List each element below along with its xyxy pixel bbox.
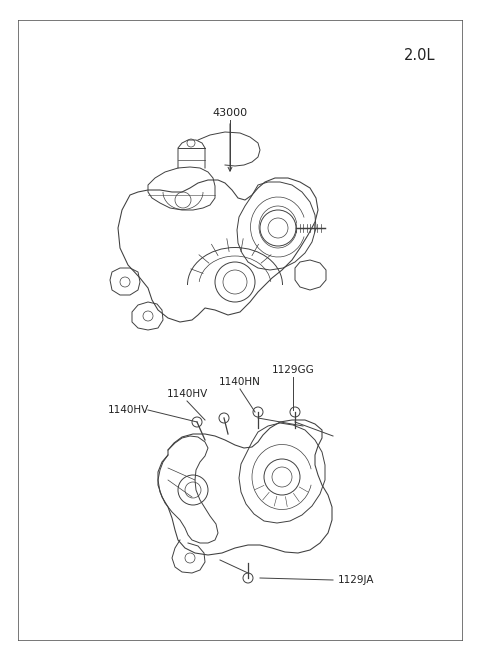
- Text: 1140HN: 1140HN: [219, 377, 261, 387]
- Text: 43000: 43000: [213, 108, 248, 118]
- Text: 2.0L: 2.0L: [404, 48, 436, 62]
- Text: 1140HV: 1140HV: [108, 405, 149, 415]
- Text: 1140HV: 1140HV: [167, 389, 208, 399]
- Text: 1129GG: 1129GG: [272, 365, 314, 375]
- Text: 1129JA: 1129JA: [338, 575, 374, 585]
